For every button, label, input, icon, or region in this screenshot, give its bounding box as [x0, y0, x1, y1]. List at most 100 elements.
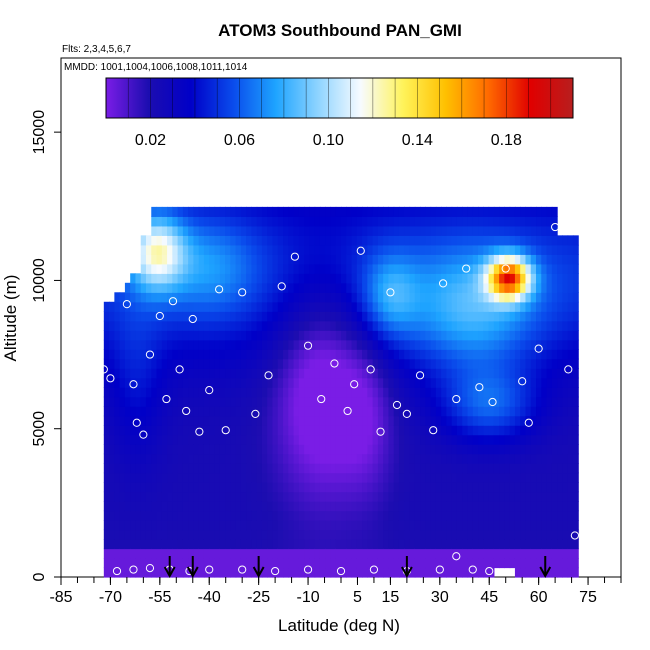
field-cell [182, 510, 189, 521]
field-cell [219, 434, 226, 445]
field-cell [293, 463, 300, 474]
field-cell [541, 320, 548, 331]
field-cell [203, 301, 210, 312]
field-cell [109, 558, 115, 569]
field-cell [124, 349, 131, 360]
field-cell [551, 206, 558, 217]
field-cell [525, 225, 532, 236]
field-cell [225, 377, 231, 388]
field-cell [362, 396, 368, 407]
field-cell [267, 548, 274, 559]
field-cell [499, 501, 505, 512]
field-cell [182, 254, 189, 265]
field-cell [383, 425, 390, 436]
field-cell [488, 301, 495, 312]
field-cell [145, 529, 152, 540]
field-cell [551, 301, 558, 312]
field-cell [341, 472, 347, 483]
sample-point [99, 365, 108, 374]
field-cell [230, 263, 237, 274]
field-cell [478, 282, 484, 293]
field-cell [341, 339, 347, 350]
field-cell [135, 520, 142, 531]
field-cell [562, 301, 569, 312]
field-cell [330, 558, 337, 569]
field-cell [103, 472, 110, 483]
sample-point [534, 344, 543, 353]
field-cell [562, 330, 569, 341]
field-cell [188, 339, 195, 350]
field-cell [346, 529, 353, 540]
field-cell [572, 520, 579, 531]
field-cell [214, 244, 221, 255]
field-cell [472, 567, 479, 578]
field-cell [251, 330, 258, 341]
field-cell [398, 558, 405, 569]
field-cell [251, 425, 258, 436]
field-cell [425, 292, 432, 303]
field-cell [546, 216, 553, 227]
field-cell [304, 216, 310, 227]
field-cell [435, 472, 442, 483]
field-cell [325, 425, 332, 436]
field-cell [214, 548, 221, 559]
field-cell [188, 311, 195, 322]
field-cell [393, 244, 400, 255]
field-cell [536, 453, 542, 464]
field-cell [383, 225, 390, 236]
field-cell [488, 235, 495, 246]
field-cell [203, 396, 210, 407]
field-cell [536, 301, 542, 312]
field-cell [409, 396, 416, 407]
field-cell [572, 311, 579, 322]
field-cell [240, 520, 247, 531]
field-cell [288, 387, 295, 398]
field-cell [530, 482, 537, 493]
field-cell [341, 311, 347, 322]
field-cell [451, 472, 458, 483]
field-cell [156, 567, 163, 578]
field-cell [567, 463, 574, 474]
field-cell [219, 358, 226, 369]
field-cell [430, 339, 437, 350]
field-cell [446, 206, 453, 217]
field-cell [151, 548, 158, 559]
field-cell [214, 539, 221, 550]
field-cell [240, 453, 247, 464]
field-cell [456, 311, 463, 322]
field-cell [304, 434, 310, 445]
field-cell [483, 244, 490, 255]
field-cell [467, 406, 474, 417]
field-cell [546, 396, 553, 407]
field-cell [114, 434, 121, 445]
field-cell [267, 482, 274, 493]
field-cell [177, 482, 184, 493]
field-cell [388, 396, 395, 407]
field-cell [472, 472, 479, 483]
field-cell [456, 539, 463, 550]
field-cell [156, 444, 163, 455]
field-cell [298, 472, 305, 483]
field-cell [372, 358, 379, 369]
field-cell [530, 539, 537, 550]
field-cell [377, 254, 384, 265]
field-cell [367, 273, 374, 284]
colorbar-tick-label: 0.18 [491, 132, 522, 149]
field-cell [119, 339, 126, 350]
sample-point [188, 314, 197, 324]
field-cell [404, 387, 411, 398]
field-cell [509, 206, 516, 217]
field-cell [209, 358, 216, 369]
field-cell [145, 263, 152, 274]
field-cell [430, 358, 437, 369]
field-cell [520, 320, 527, 331]
field-cell [309, 510, 316, 521]
field-cell [135, 434, 142, 445]
field-cell [140, 292, 147, 303]
field-cell [235, 482, 242, 493]
field-cell [441, 320, 448, 331]
field-cell [251, 558, 258, 569]
field-cell [288, 358, 295, 369]
field-cell [409, 244, 416, 255]
field-cell [225, 330, 231, 341]
